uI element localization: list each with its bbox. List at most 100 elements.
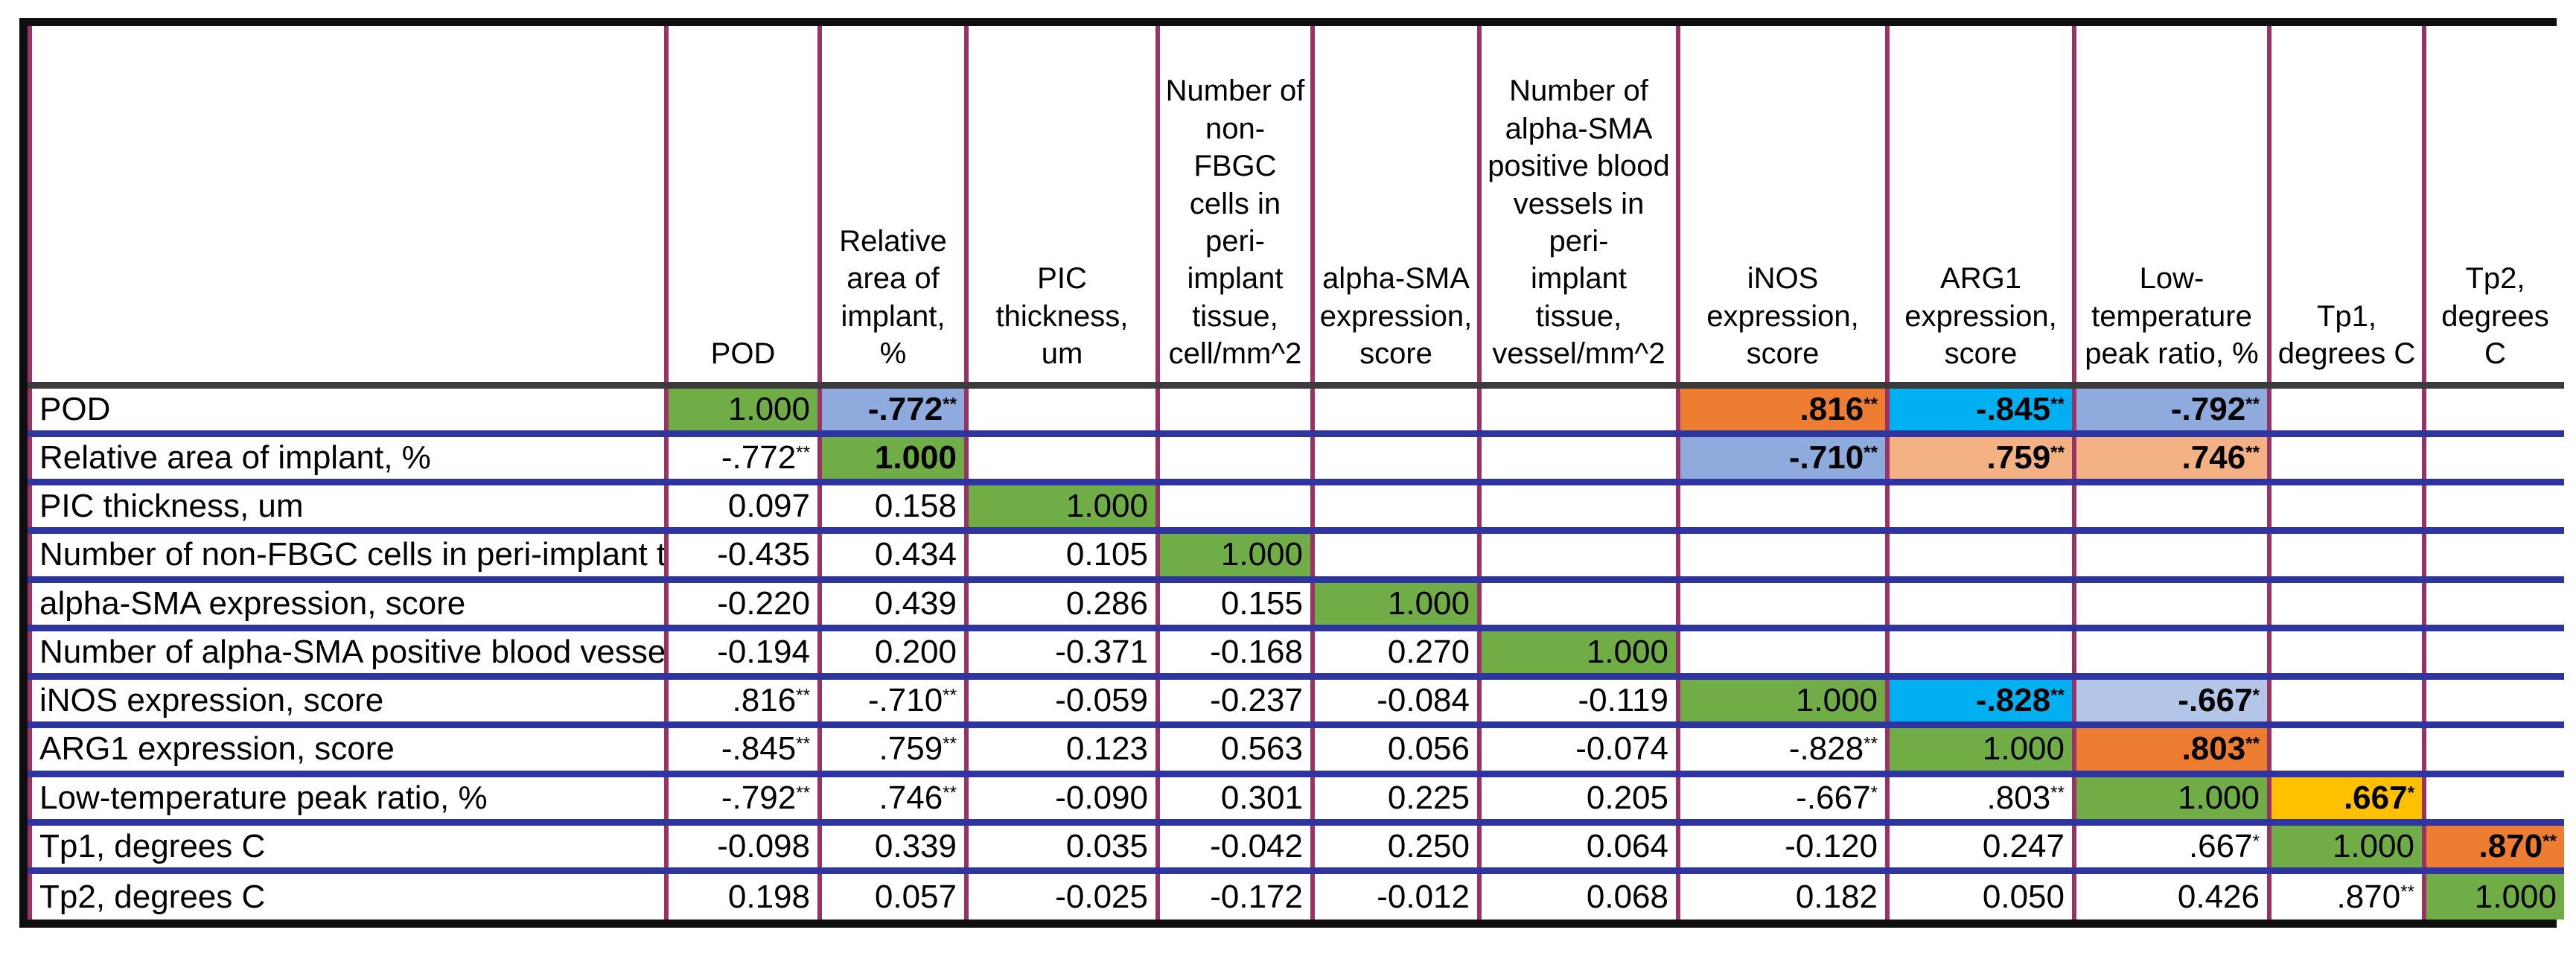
significance-asterisks: ** xyxy=(2245,734,2260,755)
row-label: iNOS expression, score xyxy=(28,676,669,729)
correlation-cell: -0.025 xyxy=(966,870,1160,920)
significance-asterisks: ** xyxy=(2400,882,2414,902)
cell-value: 0.563 xyxy=(1220,730,1303,768)
empty-cell xyxy=(1158,433,1315,486)
empty-cell xyxy=(1678,628,1890,681)
table-row: Number of non-FBGC cells in peri-implant… xyxy=(28,530,2564,583)
significance-asterisks: ** xyxy=(943,394,957,415)
cell-value: -.772 xyxy=(721,439,797,476)
cell-value: -.828 xyxy=(1788,730,1864,768)
cell-value: 0.250 xyxy=(1387,828,1470,865)
significance-asterisks: ** xyxy=(2050,783,2065,803)
correlation-cell: 0.439 xyxy=(820,579,969,631)
correlation-cell: -0.194 xyxy=(666,628,822,681)
cell-value: 0.123 xyxy=(1065,730,1148,768)
correlation-cell: -.792** xyxy=(666,774,822,826)
cell-value: -.792 xyxy=(721,779,797,816)
correlation-cell: -0.168 xyxy=(1158,628,1315,681)
correlation-cell: -0.237 xyxy=(1158,676,1315,729)
correlation-cell: 1.000 xyxy=(1479,628,1680,681)
cell-value: 0.205 xyxy=(1586,779,1668,816)
correlation-cell: .816** xyxy=(1678,385,1890,437)
cell-value: 0.064 xyxy=(1586,828,1668,865)
cell-value: 1.000 xyxy=(874,439,957,476)
significance-asterisks: ** xyxy=(1864,734,1878,755)
correlation-cell: -0.371 xyxy=(966,628,1160,681)
empty-cell xyxy=(2269,482,2426,535)
correlation-cell: 0.426 xyxy=(2074,870,2271,920)
significance-asterisks: ** xyxy=(2050,442,2065,463)
significance-asterisks: * xyxy=(2252,685,2260,706)
correlation-cell: .667* xyxy=(2269,774,2426,826)
column-header: ARG1 expression, score xyxy=(1887,26,2076,389)
cell-value: .870 xyxy=(2336,878,2401,915)
correlation-cell: -0.059 xyxy=(966,676,1160,729)
empty-cell xyxy=(1678,530,1890,583)
cell-value: 1.000 xyxy=(1982,730,2065,768)
cell-value: .759 xyxy=(879,730,943,768)
empty-cell xyxy=(2269,579,2426,631)
cell-value: -0.371 xyxy=(1055,633,1148,670)
correlation-cell: -.792** xyxy=(2074,385,2271,437)
cell-value: -0.172 xyxy=(1210,878,1303,915)
correlation-cell: 0.155 xyxy=(1158,579,1315,631)
significance-asterisks: ** xyxy=(2050,685,2065,706)
correlation-cell: .870** xyxy=(2269,870,2426,920)
significance-asterisks: ** xyxy=(943,734,957,755)
cell-value: 1.000 xyxy=(2332,828,2414,865)
significance-asterisks: ** xyxy=(943,685,957,706)
cell-value: 1.000 xyxy=(1220,536,1303,573)
empty-cell xyxy=(2269,433,2426,486)
significance-asterisks: ** xyxy=(796,734,810,755)
correlation-cell: 1.000 xyxy=(2074,774,2271,826)
empty-cell xyxy=(1158,482,1315,535)
empty-cell xyxy=(1313,530,1482,583)
cell-value: 0.200 xyxy=(874,633,957,670)
cell-value: -0.074 xyxy=(1575,730,1668,768)
cell-value: 0.247 xyxy=(1982,828,2065,865)
cell-value: -.710 xyxy=(867,682,943,719)
row-label: Relative area of implant, % xyxy=(28,433,669,486)
cell-value: -0.220 xyxy=(717,584,810,622)
correlation-cell: 0.247 xyxy=(1887,822,2076,875)
cell-value: -0.435 xyxy=(717,536,810,573)
cell-value: .816 xyxy=(1799,390,1864,427)
row-label: Tp2, degrees C xyxy=(28,870,669,920)
cell-value: -0.090 xyxy=(1055,779,1148,816)
cell-value: 0.056 xyxy=(1387,730,1470,768)
cell-value: 1.000 xyxy=(2177,779,2260,816)
table-row: Number of alpha-SMA positive blood vesse… xyxy=(28,628,2564,681)
correlation-table-frame: POD Relative area of implant, % PIC thickn… xyxy=(19,18,2564,928)
cell-value: 0.286 xyxy=(1065,584,1148,622)
empty-cell xyxy=(2269,385,2426,437)
table-body: POD 1.000 -.772** .816** -.845** -.792** Relat… xyxy=(28,385,2564,920)
cell-value: -0.025 xyxy=(1055,878,1148,915)
correlation-cell: -0.084 xyxy=(1313,676,1482,729)
cell-value: .870 xyxy=(2478,828,2543,865)
empty-cell xyxy=(1887,628,2076,681)
empty-cell xyxy=(2424,676,2564,729)
correlation-cell: 0.035 xyxy=(966,822,1160,875)
column-header: Relative area of implant, % xyxy=(820,26,969,389)
correlation-cell: -0.098 xyxy=(666,822,822,875)
empty-cell xyxy=(1313,482,1482,535)
empty-cell xyxy=(966,433,1160,486)
cell-value: -0.119 xyxy=(1578,682,1669,719)
empty-cell xyxy=(2269,628,2426,681)
table-row: PIC thickness, um 0.097 0.158 1.000 xyxy=(28,482,2564,535)
cell-value: 0.270 xyxy=(1387,633,1470,670)
cell-value: 0.057 xyxy=(874,878,957,915)
table-row: Tp1, degrees C -0.098 0.339 0.035 -0.042 0.25… xyxy=(28,822,2564,875)
cell-value: 1.000 xyxy=(727,390,810,427)
cell-value: -0.059 xyxy=(1055,682,1148,719)
cell-value: -0.120 xyxy=(1785,828,1878,865)
table-row: Low-temperature peak ratio, % -.792** .746… xyxy=(28,774,2564,826)
correlation-cell: 0.123 xyxy=(966,724,1160,777)
significance-asterisks: ** xyxy=(2542,831,2557,852)
correlation-cell: 1.000 xyxy=(1887,724,2076,777)
correlation-cell: 0.286 xyxy=(966,579,1160,631)
table-header: POD Relative area of implant, % PIC thickn… xyxy=(28,26,2564,389)
cell-value: -0.168 xyxy=(1210,633,1303,670)
cell-value: 1.000 xyxy=(1586,633,1668,670)
